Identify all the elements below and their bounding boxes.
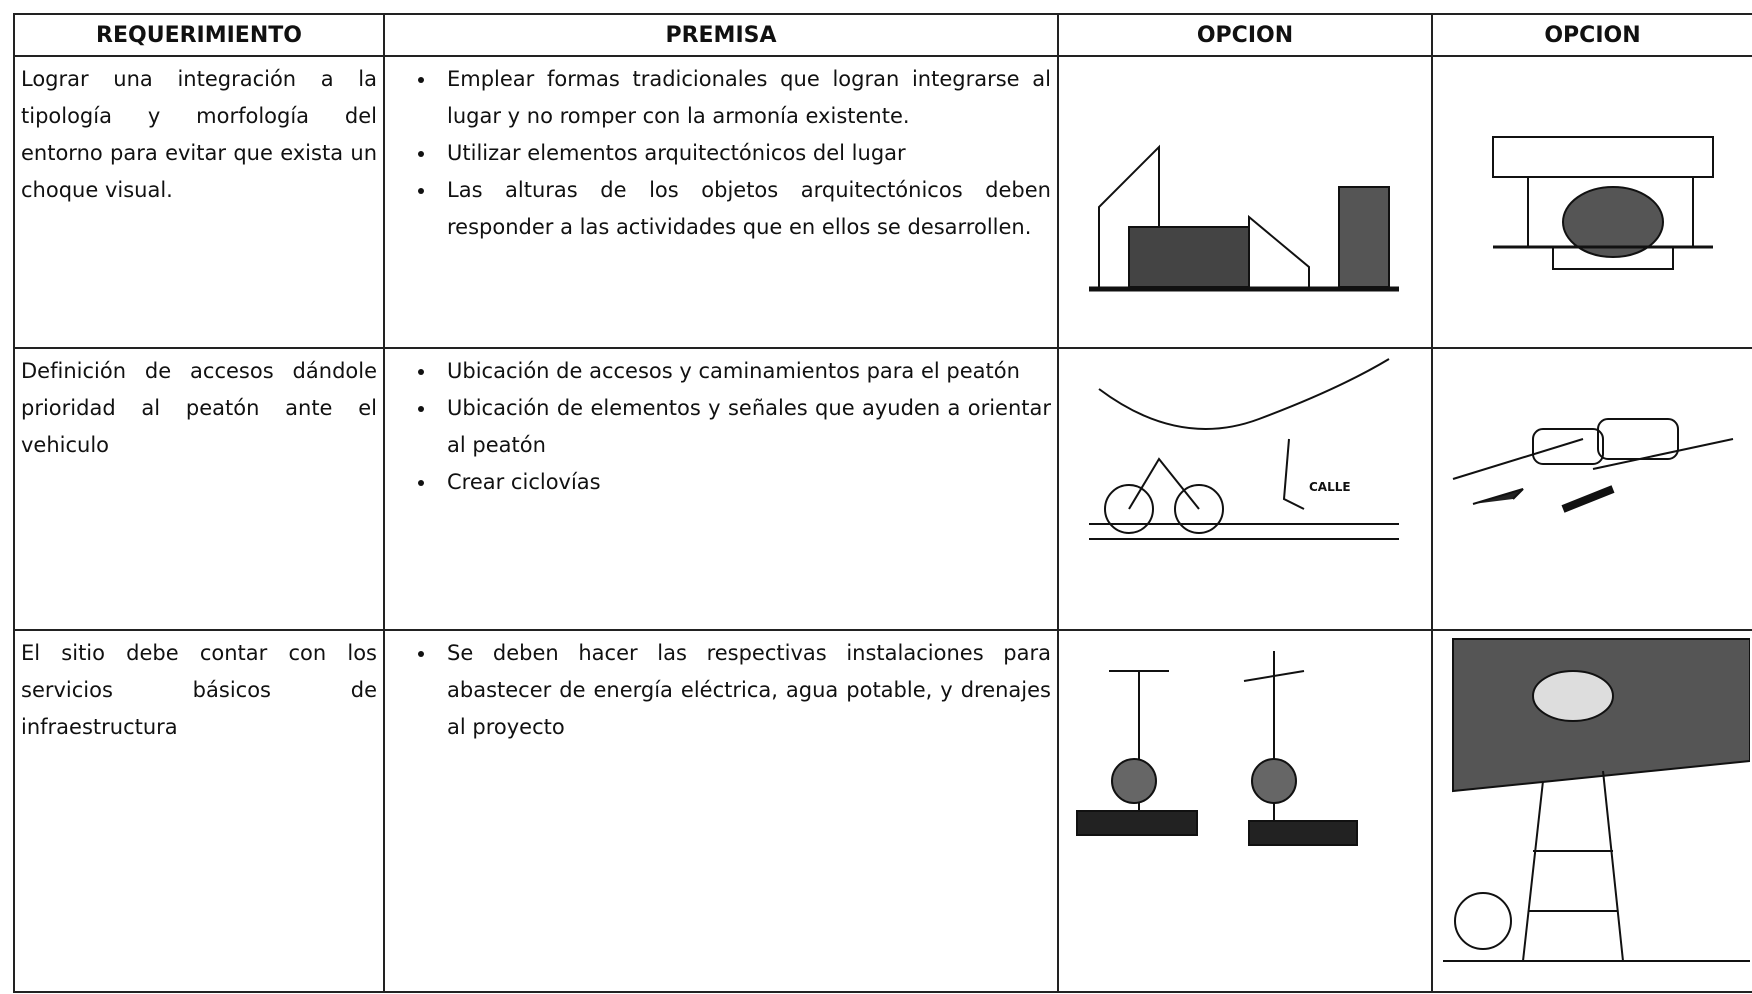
- header-cell: REQUERIMIENTO: [13, 13, 385, 57]
- header-cell: PREMISA: [383, 13, 1059, 57]
- requirements-table: REQUERIMIENTO PREMISA OPCION OPCION Logr…: [13, 13, 1752, 993]
- premise-cell: Emplear formas tradicionales que logran …: [383, 55, 1059, 349]
- row: Lograr una integración a la tipología y …: [13, 55, 1752, 349]
- premise: Se deben hacer las respectivas instalaci…: [437, 635, 1051, 746]
- requirement: El sitio debe contar con los servicios b…: [13, 629, 385, 993]
- illustration-plaza: [1492, 136, 1714, 270]
- requirement: Lograr una integración a la tipología y …: [13, 55, 385, 349]
- header-cell: OPCION: [1431, 13, 1752, 57]
- illustration-cell: [1431, 347, 1752, 631]
- row: Definición de accesos dándole prioridad …: [13, 347, 1752, 631]
- illustration-buildings: [1089, 144, 1399, 292]
- premise: Utilizar elementos arquitectónicos del l…: [437, 135, 1051, 172]
- premise: Ubicación de accesos y caminamientos par…: [437, 353, 1051, 390]
- premise-list: Se deben hacer las respectivas instalaci…: [385, 635, 1051, 746]
- illustration-cell: [1431, 55, 1752, 349]
- requirement: Definición de accesos dándole prioridad …: [13, 347, 385, 631]
- premise: Crear ciclovías: [437, 464, 1051, 501]
- premise-list: Emplear formas tradicionales que logran …: [385, 61, 1051, 246]
- illustration-lamps: [1076, 651, 1358, 846]
- header-cell: OPCION: [1057, 13, 1433, 57]
- premise: Ubicación de elementos y señales que ayu…: [437, 390, 1051, 464]
- illustration-cell: [1431, 629, 1752, 993]
- illustration-pedestrians: CALLE: [1089, 358, 1399, 540]
- header-row: REQUERIMIENTO PREMISA OPCION OPCION: [13, 13, 1752, 57]
- illustration-cars: [1452, 418, 1734, 513]
- illustration-cell: [1057, 629, 1433, 993]
- premise-list: Ubicación de accesos y caminamientos par…: [385, 353, 1051, 501]
- premise: Las alturas de los objetos arquitectónic…: [437, 172, 1051, 246]
- premise-cell: Ubicación de accesos y caminamientos par…: [383, 347, 1059, 631]
- illustration-cell: CALLE: [1057, 347, 1433, 631]
- row: El sitio debe contar con los servicios b…: [13, 629, 1752, 993]
- illustration-water-tower: [1443, 638, 1750, 962]
- premise-cell: Se deben hacer las respectivas instalaci…: [383, 629, 1059, 993]
- illustration-cell: [1057, 55, 1433, 349]
- street-label: CALLE: [1309, 480, 1351, 494]
- premise: Emplear formas tradicionales que logran …: [437, 61, 1051, 135]
